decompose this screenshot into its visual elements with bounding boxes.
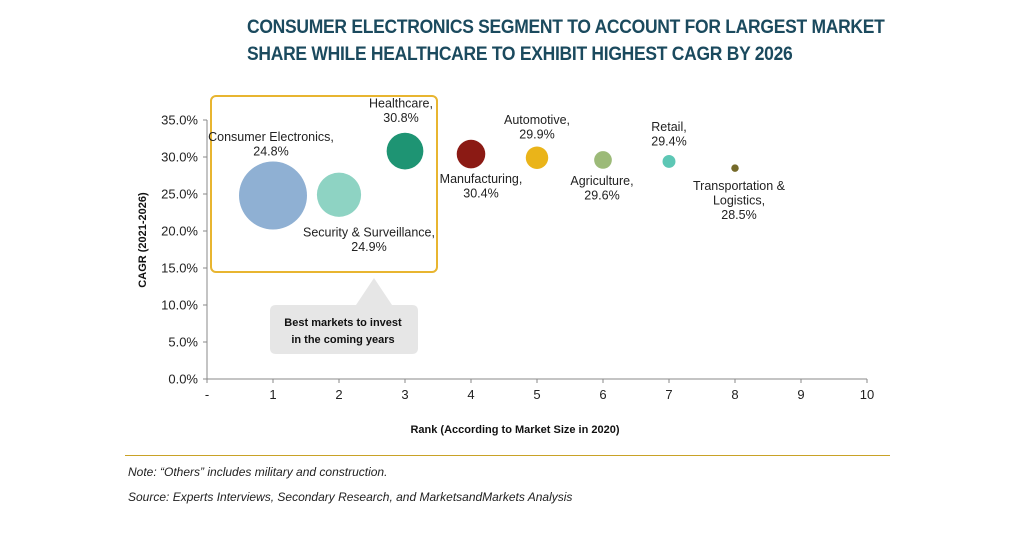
axes: 0.0% 5.0% 10.0% 15.0% 20.0% 25.0% 30.0% 35.0% - 1… xyxy=(161,113,874,403)
chart-title-line-1: CONSUMER ELECTRONICS SEGMENT TO ACCOUNT … xyxy=(247,17,885,38)
x-tick-label: 8 xyxy=(731,387,738,402)
y-tick-label: 15.0% xyxy=(161,261,198,276)
bubbles xyxy=(239,132,739,230)
callout-line-2: in the coming years xyxy=(291,334,394,346)
x-tick-label: 9 xyxy=(797,387,804,402)
data-bubble xyxy=(594,151,612,169)
data-label: Automotive, xyxy=(504,113,570,127)
x-tick-label: 2 xyxy=(335,387,342,402)
data-label: 28.5% xyxy=(721,208,756,222)
y-tick-label: 25.0% xyxy=(161,187,198,202)
x-tick-label: 7 xyxy=(665,387,672,402)
y-tick-label: 0.0% xyxy=(168,372,198,387)
data-bubble xyxy=(731,164,739,172)
data-bubble xyxy=(525,146,549,169)
y-tick-label: 5.0% xyxy=(168,335,198,350)
data-label: 30.4% xyxy=(463,187,498,201)
data-bubble xyxy=(239,161,307,230)
y-tick-label: 20.0% xyxy=(161,224,198,239)
x-tick-label: - xyxy=(205,387,209,402)
data-bubble xyxy=(662,154,676,168)
source-note: Source: Experts Interviews, Secondary Re… xyxy=(128,490,573,504)
y-axis-title: CAGR (2021-2026) xyxy=(137,192,149,288)
chart-title-line-2: SHARE WHILE HEALTHCARE TO EXHIBIT HIGHES… xyxy=(247,44,793,65)
x-axis-title: Rank (According to Market Size in 2020) xyxy=(410,424,619,436)
data-label: Logistics, xyxy=(713,194,765,208)
data-label: 30.8% xyxy=(383,111,418,125)
data-bubble xyxy=(386,132,424,170)
data-label: Agriculture, xyxy=(570,174,633,188)
data-label: 29.6% xyxy=(584,188,619,202)
data-label: 29.4% xyxy=(651,134,686,148)
data-label: Consumer Electronics, xyxy=(208,130,334,144)
data-label: 29.9% xyxy=(519,128,554,142)
y-tick-label: 30.0% xyxy=(161,150,198,165)
data-label: 24.8% xyxy=(253,144,288,158)
data-label: Healthcare, xyxy=(369,97,433,111)
data-label: Retail, xyxy=(651,120,686,134)
best-markets-box xyxy=(210,95,438,273)
data-label: Manufacturing, xyxy=(440,172,523,186)
x-tick-label: 5 xyxy=(533,387,540,402)
data-label: Security & Surveillance, xyxy=(303,226,435,240)
chart-title: CONSUMER ELECTRONICS SEGMENT TO ACCOUNT … xyxy=(247,14,891,68)
data-labels: Consumer Electronics,24.8% Security & Sur… xyxy=(208,97,786,255)
footer-divider xyxy=(125,455,890,456)
callout-group: Best markets to invest in the coming yea… xyxy=(210,95,438,354)
data-label: 24.9% xyxy=(351,240,386,254)
footnote: Note: “Others” includes military and con… xyxy=(128,465,388,479)
y-tick-label: 35.0% xyxy=(161,113,198,128)
x-tick-label: 3 xyxy=(401,387,408,402)
x-tick-label: 6 xyxy=(599,387,606,402)
data-label: Transportation & xyxy=(693,179,786,193)
x-tick-label: 10 xyxy=(860,387,874,402)
callout-line-1: Best markets to invest xyxy=(284,317,402,329)
callout-bubble xyxy=(270,278,418,354)
y-tick-label: 10.0% xyxy=(161,298,198,313)
data-bubble xyxy=(456,139,486,169)
data-bubble xyxy=(316,172,362,217)
x-tick-label: 1 xyxy=(269,387,276,402)
x-tick-label: 4 xyxy=(467,387,474,402)
